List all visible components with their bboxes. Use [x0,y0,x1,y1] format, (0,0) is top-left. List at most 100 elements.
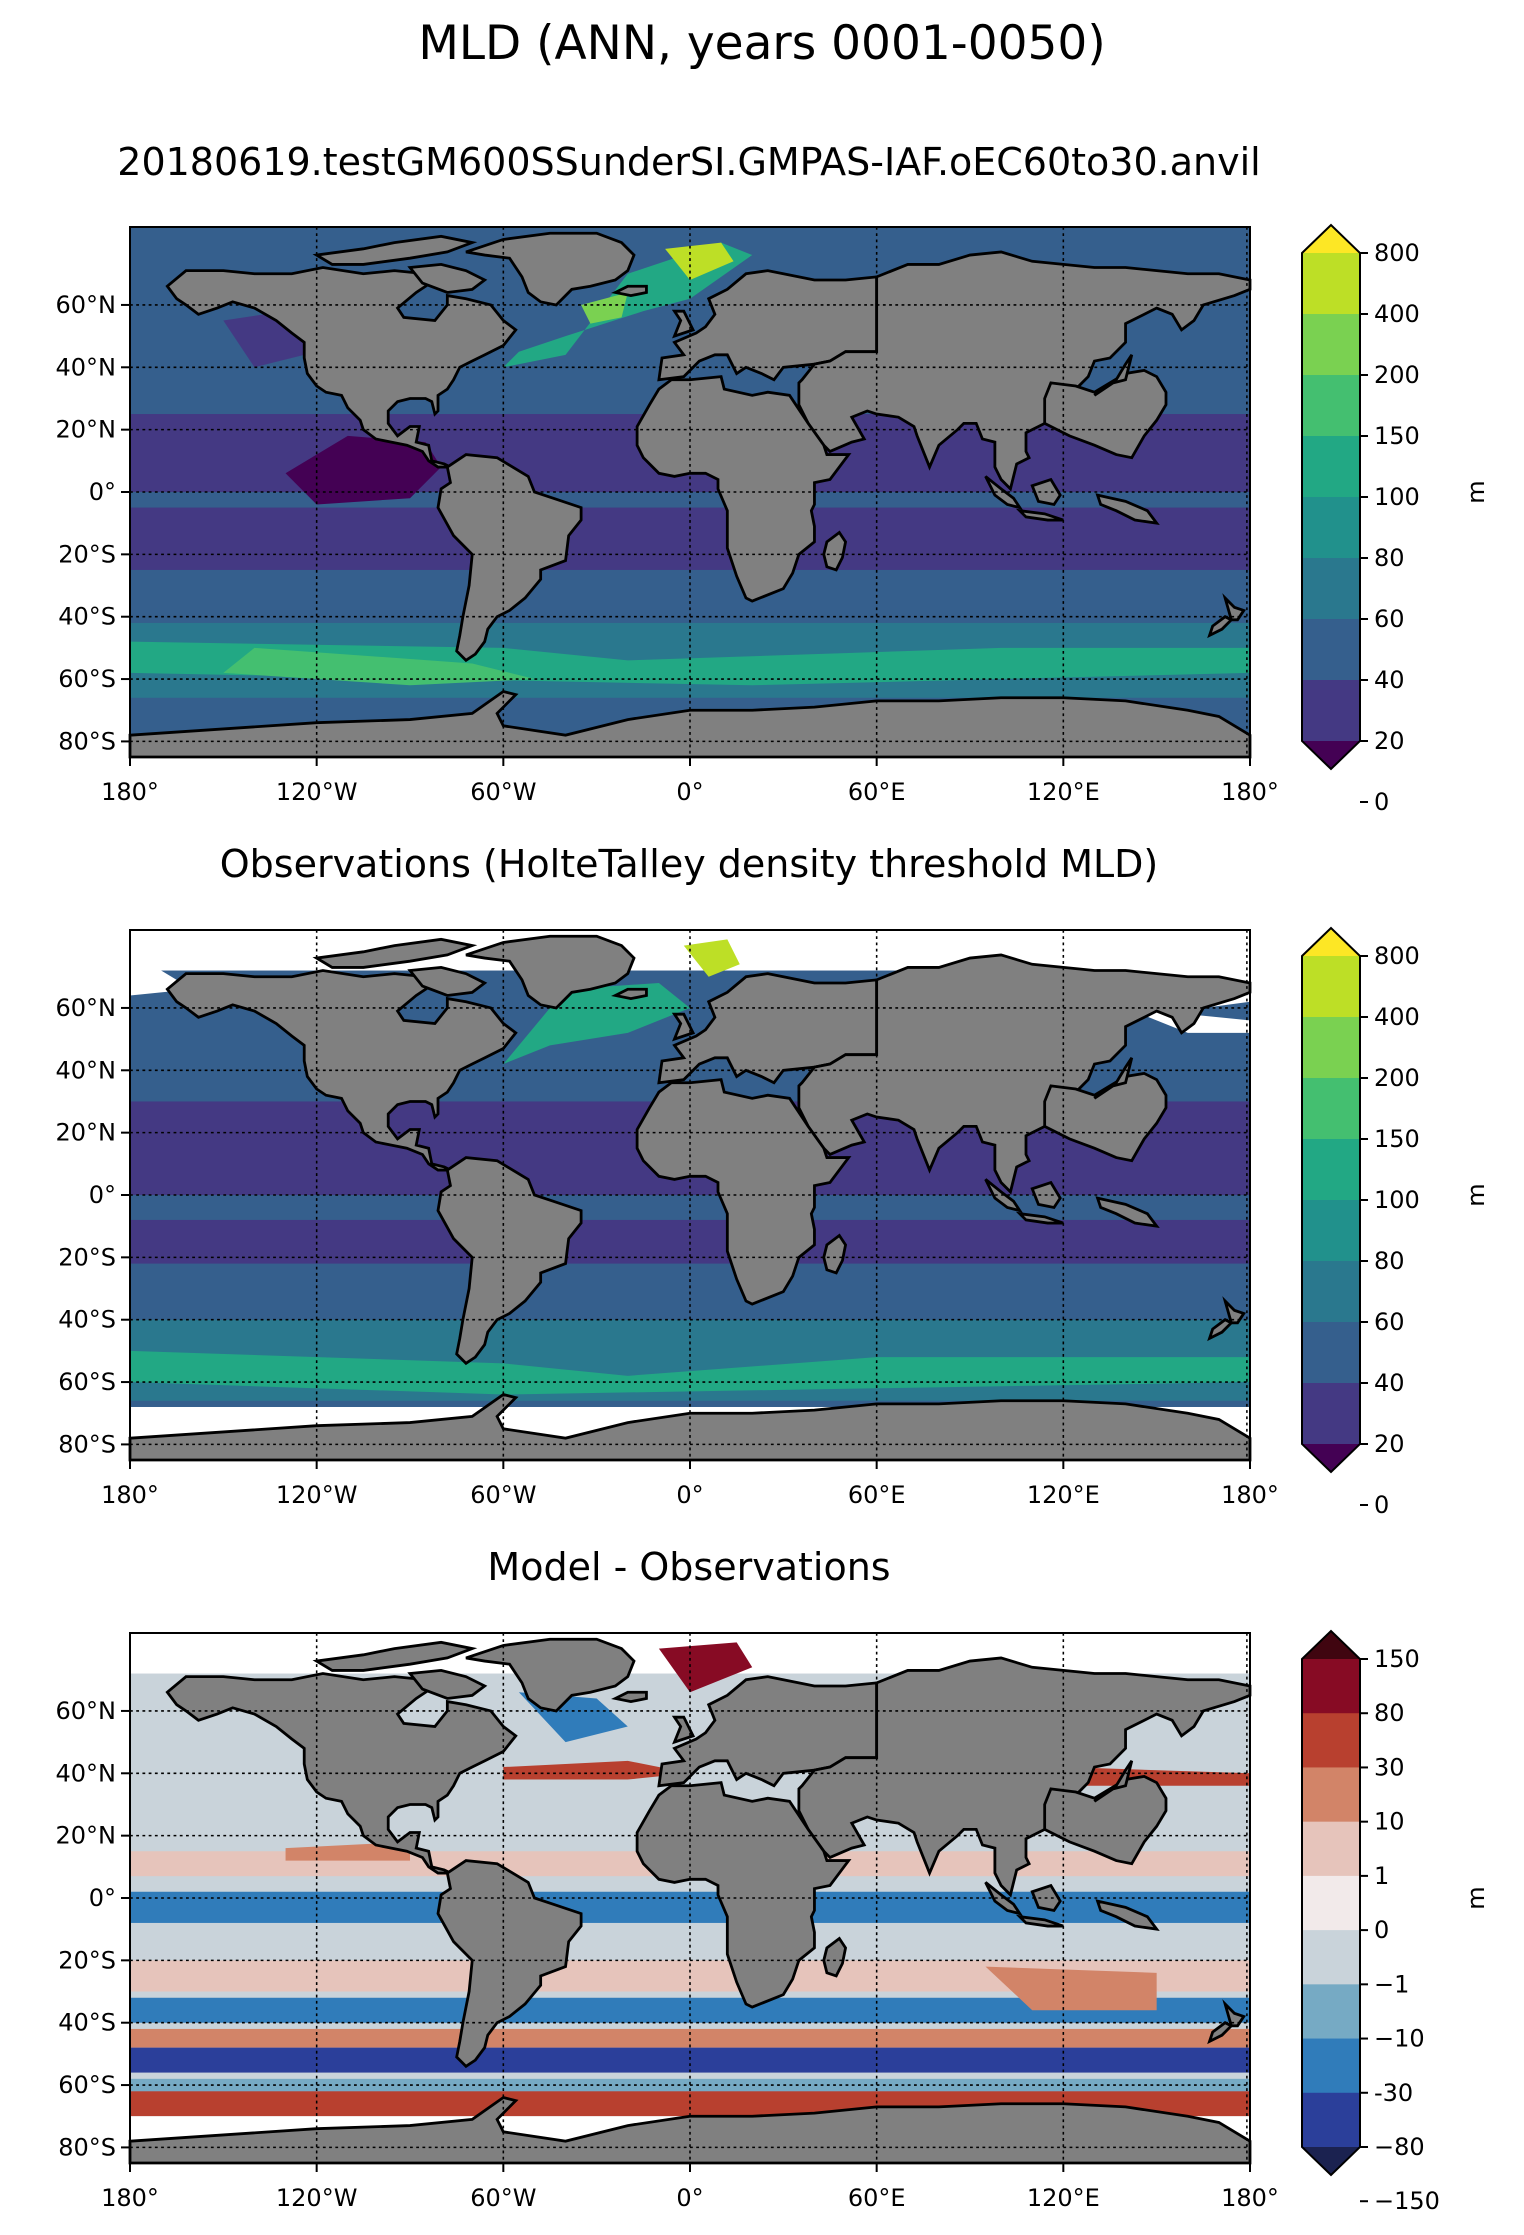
colorbar-tick-label: 80 [1374,1699,1405,1727]
x-tick-label: 180° [101,778,159,806]
panel-1-axes: 180° 120°W 60°W 0° 60°E 120°E 180° 60°N 40°N 20°N… [56,291,1279,806]
colorbar-tick-label: 800 [1374,239,1420,267]
colorbar-tick-label: 400 [1374,1003,1420,1031]
colorbar-segment [1302,497,1360,559]
y-tick-label: 80°S [58,1430,116,1458]
colorbar-tick-label: 60 [1374,1308,1405,1336]
colorbar-tick-label: −80 [1374,2133,1425,2161]
colorbar-extend-max [1302,1631,1360,1659]
colorbar-extend-min [1302,1444,1360,1472]
colorbar-segment [1302,956,1360,1018]
panel-3-axes: 180° 120°W 60°W 0° 60°E 120°E 180° 60°N 40°N 20°N… [56,1697,1279,2212]
map-panel-observations [128,929,1252,1462]
y-tick-label: 40°S [58,2009,116,2037]
colorbar-tick-label: −150 [1374,2187,1440,2215]
figure-title: MLD (ANN, years 0001-0050) [418,16,1106,71]
colorbar-segment [1302,558,1360,620]
colorbar-extend-max [1302,928,1360,956]
colorbar-segment [1302,1139,1360,1201]
y-tick-label: 80°S [58,727,116,755]
colorbar-segment [1302,1383,1360,1445]
colorbar-tick-label: 10 [1374,1808,1405,1836]
colorbar-segment [1302,680,1360,742]
map-panel-difference [128,1632,1252,2165]
colorbar-label: m [1462,1183,1490,1206]
colorbar-tick-label: 150 [1374,1125,1420,1153]
x-tick-label: 60°E [848,1481,906,1509]
map-panel-model [128,226,1252,759]
y-tick-label: 20°N [56,1119,117,1147]
x-tick-label: 60°W [470,1481,536,1509]
y-tick-label: 40°S [58,1306,116,1334]
x-tick-label: 120°E [1027,1481,1100,1509]
colorbar-label: m [1462,1886,1490,1909]
panel-observations-title: Observations (HolteTalley density thresh… [219,842,1159,886]
colorbar-segment [1302,375,1360,437]
panel-difference-title: Model - Observations [487,1545,891,1589]
colorbar-tick-label: 40 [1374,666,1405,694]
y-tick-label: 20°N [56,416,117,444]
colorbar-segment [1302,1875,1360,1931]
colorbar-extend-min [1302,2147,1360,2175]
x-tick-label: 0° [676,778,703,806]
colorbar-tick-label: -30 [1374,2079,1413,2107]
x-tick-label: 180° [101,1481,159,1509]
x-tick-label: 60°E [848,778,906,806]
colorbar-tick-label: 100 [1374,483,1420,511]
colorbar-segment [1302,1821,1360,1877]
colorbar-segment [1302,1078,1360,1140]
colorbar-tick-label: 150 [1374,1645,1420,1673]
x-tick-label: 0° [676,1481,703,1509]
x-tick-label: 60°W [470,2184,536,2212]
colorbar-segment [1302,2092,1360,2148]
colorbar-extend-max [1302,225,1360,253]
colorbar-segment [1302,1200,1360,1262]
colorbar-tick-label: 20 [1374,727,1405,755]
colorbar-tick-label: 0 [1374,788,1389,816]
colorbar-tick-label: −10 [1374,2025,1425,2053]
x-tick-label: 180° [101,2184,159,2212]
colorbar-layer: 800400200150100806040200m800400200150100… [1301,223,1490,2215]
x-tick-label: 120°W [276,778,358,806]
y-tick-label: 20°S [58,540,116,568]
y-tick-label: 0° [89,1181,116,1209]
x-tick-label: 120°W [276,1481,358,1509]
panel-2-axes: 180° 120°W 60°W 0° 60°E 120°E 180° 60°N 40°N 20°N… [56,994,1279,1509]
colorbar-extend-min [1302,741,1360,769]
y-tick-label: 40°S [58,603,116,631]
colorbar-tick-label: 1 [1374,1862,1389,1890]
y-tick-label: 20°S [58,1946,116,1974]
colorbar-tick-label: 200 [1374,361,1420,389]
colorbar-tick-label: 0 [1374,1916,1389,1944]
y-tick-label: 40°N [56,1759,117,1787]
colorbar-segment [1302,1984,1360,2040]
colorbar-segment [1302,253,1360,315]
y-tick-label: 80°S [58,2133,116,2161]
x-tick-label: 180° [1221,778,1279,806]
y-tick-label: 40°N [56,353,117,381]
y-tick-label: 20°N [56,1822,117,1850]
colorbar-tick-label: 400 [1374,300,1420,328]
colorbar-segment [1302,1713,1360,1768]
panel-model-title: 20180619.testGM600SSunderSI.GMPAS-IAF.oE… [117,140,1261,184]
x-tick-label: 120°W [276,2184,358,2212]
y-tick-label: 40°N [56,1056,117,1084]
colorbar-tick-label: 80 [1374,1247,1405,1275]
colorbar-tick-label: −1 [1374,1970,1409,1998]
y-tick-label: 60°S [58,2071,116,2099]
colorbar-tick-label: 150 [1374,422,1420,450]
colorbar-segment [1302,1017,1360,1079]
colorbar-segment [1302,2038,1360,2094]
colorbar-tick-label: 80 [1374,544,1405,572]
y-tick-label: 0° [89,478,116,506]
x-tick-label: 120°E [1027,2184,1100,2212]
colorbar-tick-label: 40 [1374,1369,1405,1397]
y-tick-label: 20°S [58,1243,116,1271]
y-tick-label: 60°N [56,994,117,1022]
x-tick-label: 120°E [1027,778,1100,806]
x-tick-label: 60°E [848,2184,906,2212]
